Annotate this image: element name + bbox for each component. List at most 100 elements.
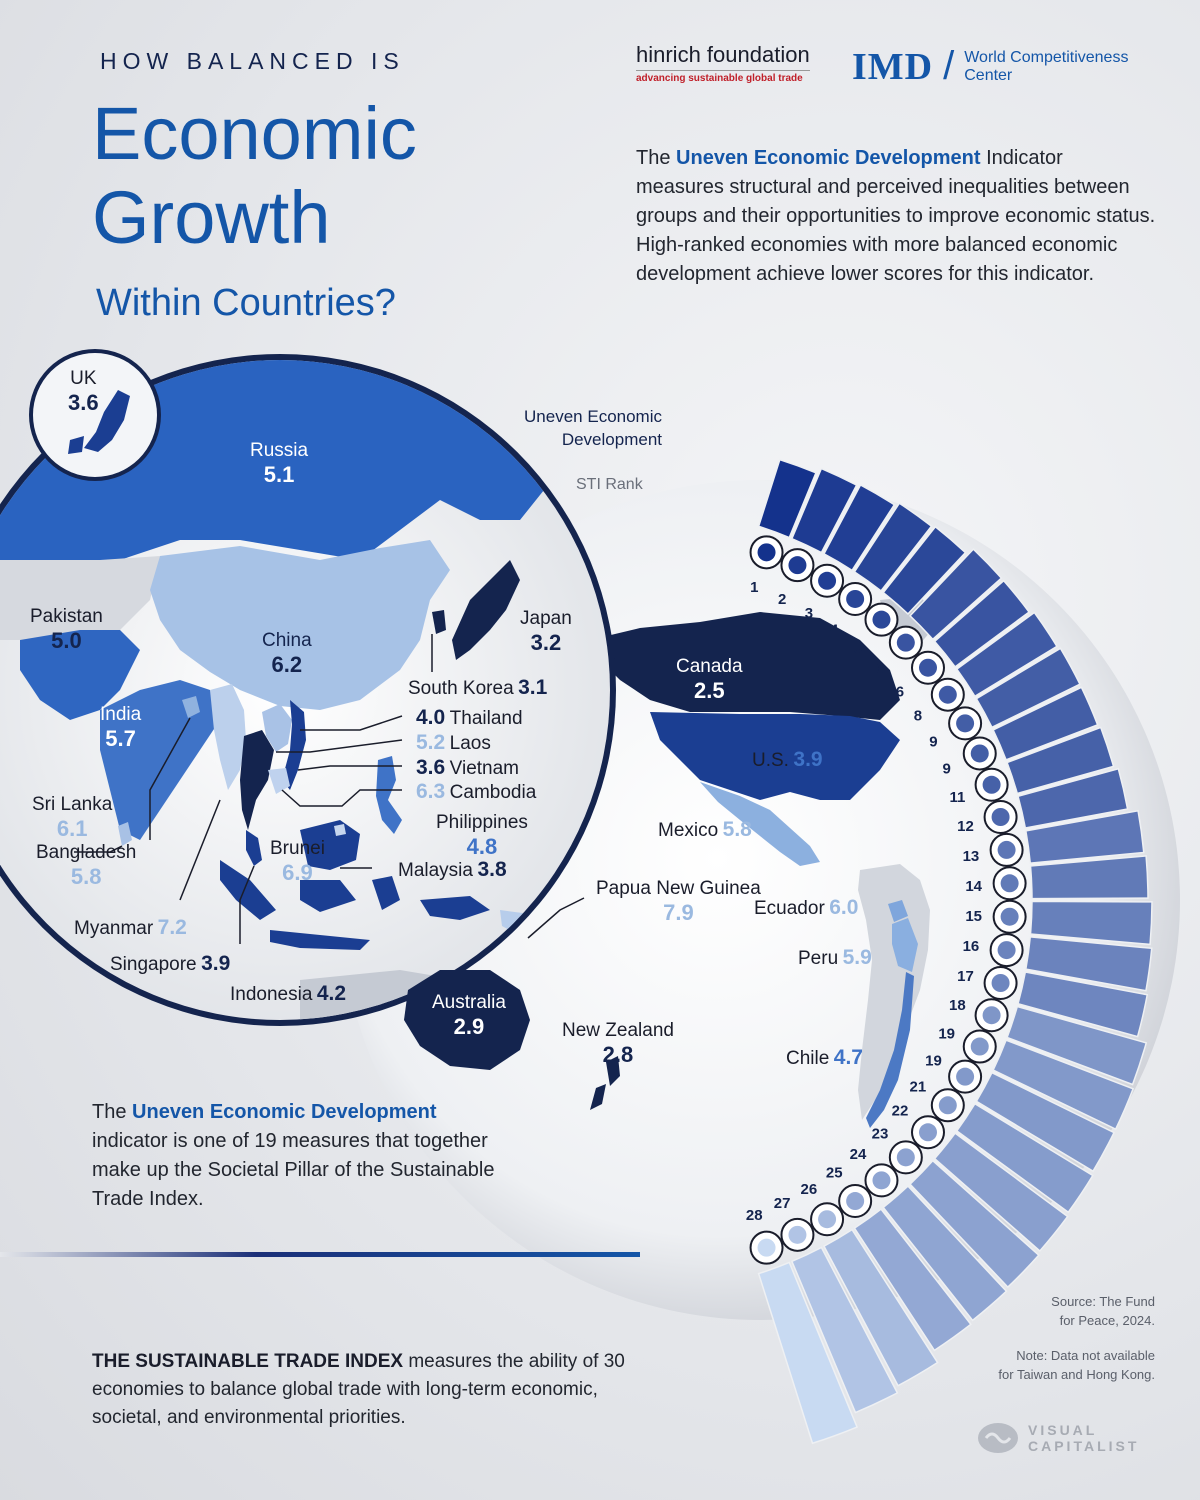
map-label-value: 6.0 xyxy=(829,896,859,919)
map-label-singapore: Singapore 3.9 xyxy=(110,952,230,976)
south-america-shape xyxy=(858,864,930,1120)
note-pre: The xyxy=(92,1101,133,1123)
legend-line-1: Uneven Economic xyxy=(524,407,662,426)
map-label-value: 5.9 xyxy=(842,946,872,969)
map-label-value: 4.8 xyxy=(466,834,498,859)
bar-canada xyxy=(757,458,817,539)
rank-label: 5 xyxy=(854,640,862,657)
map-label-value: 3.6 xyxy=(416,756,446,779)
map-label-bangladesh: Bangladesh 5.8 xyxy=(36,842,136,890)
intro-post: Indicator measures structural and percei… xyxy=(636,147,1156,285)
rank-label: 21 xyxy=(910,1078,927,1095)
note-line-1: Note: Data not available xyxy=(1016,1348,1155,1363)
bar-philippines xyxy=(1029,855,1149,900)
map-label-name: Ecuador xyxy=(754,898,825,919)
australia-flag-icon xyxy=(810,563,845,598)
malaysia-flag-icon xyxy=(930,677,965,712)
data-note: Note: Data not available for Taiwan and … xyxy=(998,1346,1155,1384)
map-label-malaysia: Malaysia 3.8 xyxy=(398,858,507,882)
rank-label: 4 xyxy=(830,621,839,638)
title-line-1: Economic xyxy=(92,92,417,175)
bangladesh-shape xyxy=(182,696,200,718)
map-label-new-zealand: New Zealand 2.8 xyxy=(562,1020,674,1068)
page-subtitle: Within Countries? xyxy=(96,282,396,324)
map-label-sri-lanka: Sri Lanka 6.1 xyxy=(32,794,112,842)
brain-icon xyxy=(978,1423,1018,1453)
rank-label: 26 xyxy=(801,1181,818,1198)
map-label-name: Mexico xyxy=(658,820,719,841)
map-label-india: India 5.7 xyxy=(100,704,141,752)
rank-label: 24 xyxy=(850,1146,867,1163)
map-label-value: 5.7 xyxy=(105,726,136,751)
bar-myanmar xyxy=(790,1246,899,1414)
map-label-thailand: 4.0 Thailand xyxy=(416,706,523,730)
map-label-canada: Canada 2.5 xyxy=(676,656,743,704)
map-label-name: Russia xyxy=(250,440,309,461)
bar-south-korea xyxy=(853,502,933,592)
flags xyxy=(749,535,1027,1265)
rank-label: 23 xyxy=(872,1125,889,1142)
rank-label: 25 xyxy=(826,1165,843,1182)
map-label-name: Australia xyxy=(432,992,506,1013)
sti-description: THE SUSTAINABLE TRADE INDEX measures the… xyxy=(92,1348,652,1432)
pakistan-shape xyxy=(20,630,140,720)
map-label-name: South Korea xyxy=(408,678,514,699)
map-label-name: Thailand xyxy=(449,708,523,729)
japan-flag-icon xyxy=(864,602,899,637)
map-label-philippines: Philippines 4.8 xyxy=(436,812,528,860)
map-label-name: Singapore xyxy=(110,954,197,975)
australia-shape xyxy=(404,970,530,1070)
hinrich-tagline: advancing sustainable global trade xyxy=(636,70,810,84)
china-shape xyxy=(150,540,450,710)
rank-label: 6 xyxy=(876,661,884,678)
rank-label: 13 xyxy=(963,848,980,865)
page-title: Economic Growth xyxy=(92,92,417,260)
chile-flag-icon xyxy=(989,832,1024,867)
brand-line-2: CAPITALIST xyxy=(1028,1438,1140,1454)
map-label-name: Bangladesh xyxy=(36,842,137,863)
imd-text-line-1: World Competitiveness xyxy=(964,48,1129,66)
myanmar-flag-icon xyxy=(780,1217,815,1252)
ecuador-flag-icon xyxy=(910,1115,945,1150)
sti-text: measures the ability of 30 economies to … xyxy=(92,1351,625,1428)
imd-text: World Competitiveness Center xyxy=(964,49,1128,85)
indonesia-shape xyxy=(220,860,490,950)
rank-label: 6 xyxy=(896,683,904,700)
rank-label: 18 xyxy=(949,997,966,1014)
map-label-value: 3.9 xyxy=(793,748,823,771)
radial-bars xyxy=(757,458,1153,1445)
divider-line xyxy=(0,1252,640,1257)
map-label-value: 2.9 xyxy=(453,1014,485,1039)
rank-label: 27 xyxy=(774,1195,791,1212)
vietnam-shape xyxy=(282,700,306,790)
map-label-ecuador: Ecuador 6.0 xyxy=(754,896,858,920)
bar-cambodia xyxy=(853,1208,972,1352)
russia-flag-icon xyxy=(989,933,1024,968)
bar-japan xyxy=(882,525,967,615)
map-label-name: Philippines xyxy=(436,812,528,833)
visual-capitalist-text: VISUAL CAPITALIST xyxy=(1028,1422,1139,1454)
laos-flag-icon xyxy=(983,965,1018,1000)
map-label-cambodia: 6.3 Cambodia xyxy=(416,780,536,804)
us-flag-icon xyxy=(962,736,997,771)
bar-papua-new-guinea xyxy=(757,1261,859,1445)
mexico-flag-icon xyxy=(948,1059,983,1094)
map-label-value: 2.8 xyxy=(602,1042,634,1067)
rank-label: 8 xyxy=(914,708,922,725)
uk-inset xyxy=(33,353,157,477)
map-label-name: China xyxy=(262,630,312,651)
canada-flag-icon xyxy=(749,535,784,570)
map-label-name: Brunei xyxy=(270,838,325,859)
legend-rank-label: STI Rank xyxy=(576,476,643,493)
bar-chile xyxy=(1024,809,1145,864)
bar-vietnam xyxy=(933,579,1031,668)
peru-shape xyxy=(892,918,918,972)
map-label-peru: Peru 5.9 xyxy=(798,946,872,970)
bar-china xyxy=(882,1185,1008,1322)
thailand-flag-icon xyxy=(974,767,1009,802)
imd-mark: IMD xyxy=(852,45,934,88)
americas-map xyxy=(590,596,940,1128)
map-label-south-korea: South Korea 3.1 xyxy=(408,676,547,700)
brand-line-1: VISUAL xyxy=(1028,1422,1098,1438)
